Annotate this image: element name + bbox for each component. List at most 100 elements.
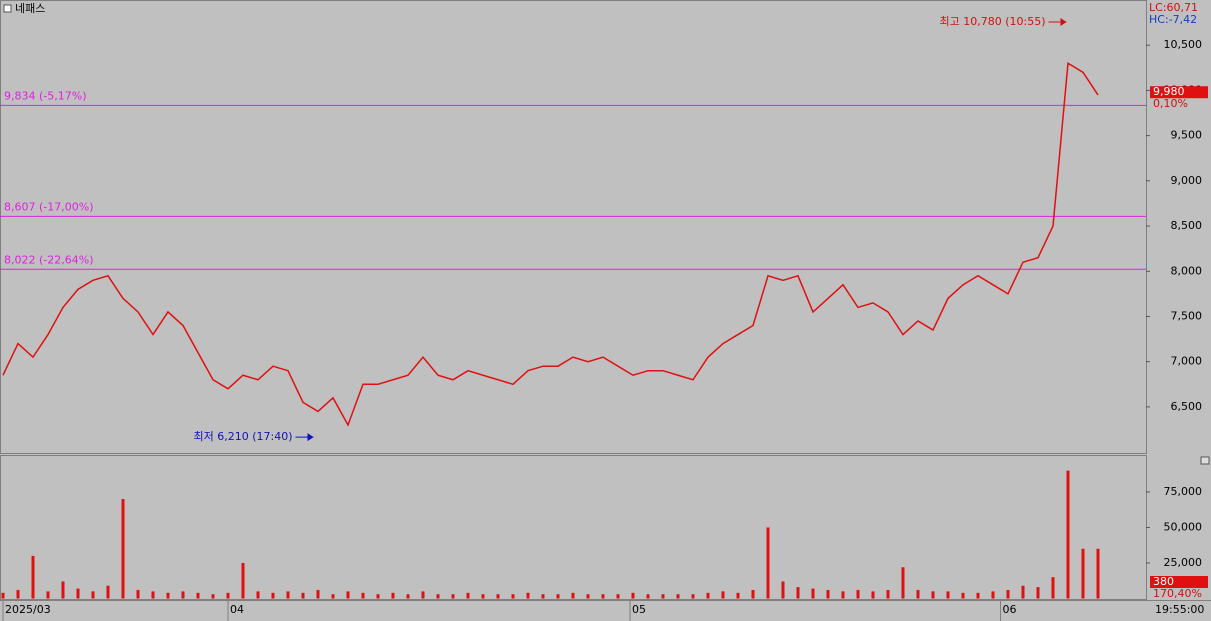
lc-indicator: LC:60,71 bbox=[1149, 1, 1198, 14]
volume-bar bbox=[691, 594, 695, 599]
volume-bar bbox=[541, 594, 545, 599]
volume-bar bbox=[1051, 577, 1055, 599]
volume-bar bbox=[391, 592, 395, 599]
volume-bar bbox=[571, 592, 575, 599]
y-tick-label: 9,500 bbox=[1171, 129, 1203, 142]
volume-bar bbox=[421, 591, 425, 599]
volume-bar bbox=[406, 594, 410, 599]
volume-bar bbox=[511, 594, 515, 599]
chart-title: 네패스 bbox=[15, 2, 45, 15]
volume-bar bbox=[556, 594, 560, 599]
volume-bar bbox=[271, 592, 275, 599]
volume-bar bbox=[1096, 548, 1100, 599]
volume-bar bbox=[31, 555, 35, 599]
volume-bar bbox=[661, 594, 665, 599]
volume-bar bbox=[301, 592, 305, 599]
y-tick-label: 75,000 bbox=[1164, 485, 1203, 498]
volume-bar bbox=[316, 589, 320, 599]
volume-bar bbox=[886, 589, 890, 599]
volume-bar bbox=[181, 591, 185, 599]
volume-bar bbox=[91, 591, 95, 599]
volume-bar bbox=[856, 589, 860, 599]
volume-bar bbox=[226, 592, 230, 599]
volume-bar bbox=[286, 591, 290, 599]
volume-bar bbox=[586, 594, 590, 599]
volume-bar bbox=[1021, 585, 1025, 599]
y-tick-label: 8,000 bbox=[1171, 264, 1203, 277]
hc-indicator: HC:-7,42 bbox=[1149, 13, 1197, 26]
volume-bar bbox=[196, 592, 200, 599]
x-tick-label: 04 bbox=[230, 603, 244, 616]
y-tick-label: 10,500 bbox=[1164, 38, 1203, 51]
volume-bar bbox=[136, 589, 140, 599]
volume-bar bbox=[961, 592, 965, 599]
volume-bar bbox=[781, 581, 785, 599]
volume-bar bbox=[1036, 587, 1040, 599]
volume-bar bbox=[736, 592, 740, 599]
volume-bar bbox=[331, 594, 335, 599]
volume-bar bbox=[826, 589, 830, 599]
volume-bar bbox=[526, 592, 530, 599]
volume-bar bbox=[151, 591, 155, 599]
volume-bar bbox=[241, 562, 245, 599]
y-tick-label: 50,000 bbox=[1164, 520, 1203, 533]
annotation-arrowhead bbox=[307, 433, 314, 442]
volume-bar bbox=[496, 594, 500, 599]
volume-bar bbox=[721, 591, 725, 599]
x-tick-label: 05 bbox=[632, 603, 646, 616]
volume-bar bbox=[1, 592, 5, 599]
last-volume-badge bbox=[1150, 576, 1208, 588]
volume-bar bbox=[766, 527, 770, 599]
volume-bar bbox=[106, 585, 110, 599]
panel-close[interactable] bbox=[1200, 456, 1210, 465]
y-tick-label: 7,500 bbox=[1171, 309, 1203, 322]
volume-bar bbox=[16, 589, 20, 599]
volume-bar bbox=[991, 591, 995, 599]
x-tick-label: 06 bbox=[1003, 603, 1017, 616]
volume-bar bbox=[166, 592, 170, 599]
volume-bar bbox=[121, 499, 125, 599]
volume-bar bbox=[931, 591, 935, 599]
annotation-arrowhead bbox=[1060, 18, 1067, 26]
last-price-badge bbox=[1150, 86, 1208, 99]
volume-bar bbox=[376, 594, 380, 599]
last-volume: 380 bbox=[1153, 575, 1174, 588]
volume-bar bbox=[751, 589, 755, 599]
title-icon[interactable] bbox=[3, 4, 12, 13]
volume-bar bbox=[841, 591, 845, 599]
volume-bar bbox=[946, 591, 950, 599]
volume-bar bbox=[361, 592, 365, 599]
volume-bar bbox=[436, 594, 440, 599]
volume-bar bbox=[601, 594, 605, 599]
volume-bar bbox=[796, 587, 800, 599]
annotation: 최저 6,210 (17:40) bbox=[193, 430, 292, 443]
x-tick-label: 2025/03 bbox=[5, 603, 51, 616]
volume-bar bbox=[76, 588, 80, 599]
volume-bar bbox=[46, 591, 50, 599]
y-tick-label: 6,500 bbox=[1171, 400, 1203, 413]
reference-label: 9,834 (-5,17%) bbox=[4, 89, 86, 102]
y-tick-label: 7,000 bbox=[1171, 355, 1203, 368]
volume-bar bbox=[1081, 548, 1085, 599]
volume-bar bbox=[811, 588, 815, 599]
volume-bar bbox=[676, 594, 680, 599]
price-panel bbox=[0, 0, 1147, 454]
time-label: 19:55:00 bbox=[1155, 603, 1204, 616]
volume-bar bbox=[871, 591, 875, 599]
volume-bar bbox=[976, 592, 980, 599]
volume-bar bbox=[631, 592, 635, 599]
price-line bbox=[2, 62, 1099, 427]
annotation: 최고 10,780 (10:55) bbox=[939, 15, 1045, 28]
volume-bar bbox=[1006, 589, 1010, 599]
volume-bar bbox=[211, 594, 215, 599]
volume-bar bbox=[466, 592, 470, 599]
volume-bar bbox=[346, 591, 350, 599]
volume-change: 170,40% bbox=[1153, 587, 1202, 600]
reference-label: 8,607 (-17,00%) bbox=[4, 200, 93, 213]
volume-bar bbox=[1066, 470, 1070, 599]
volume-bar bbox=[616, 594, 620, 599]
volume-bar bbox=[481, 594, 485, 599]
volume-bar bbox=[451, 594, 455, 599]
